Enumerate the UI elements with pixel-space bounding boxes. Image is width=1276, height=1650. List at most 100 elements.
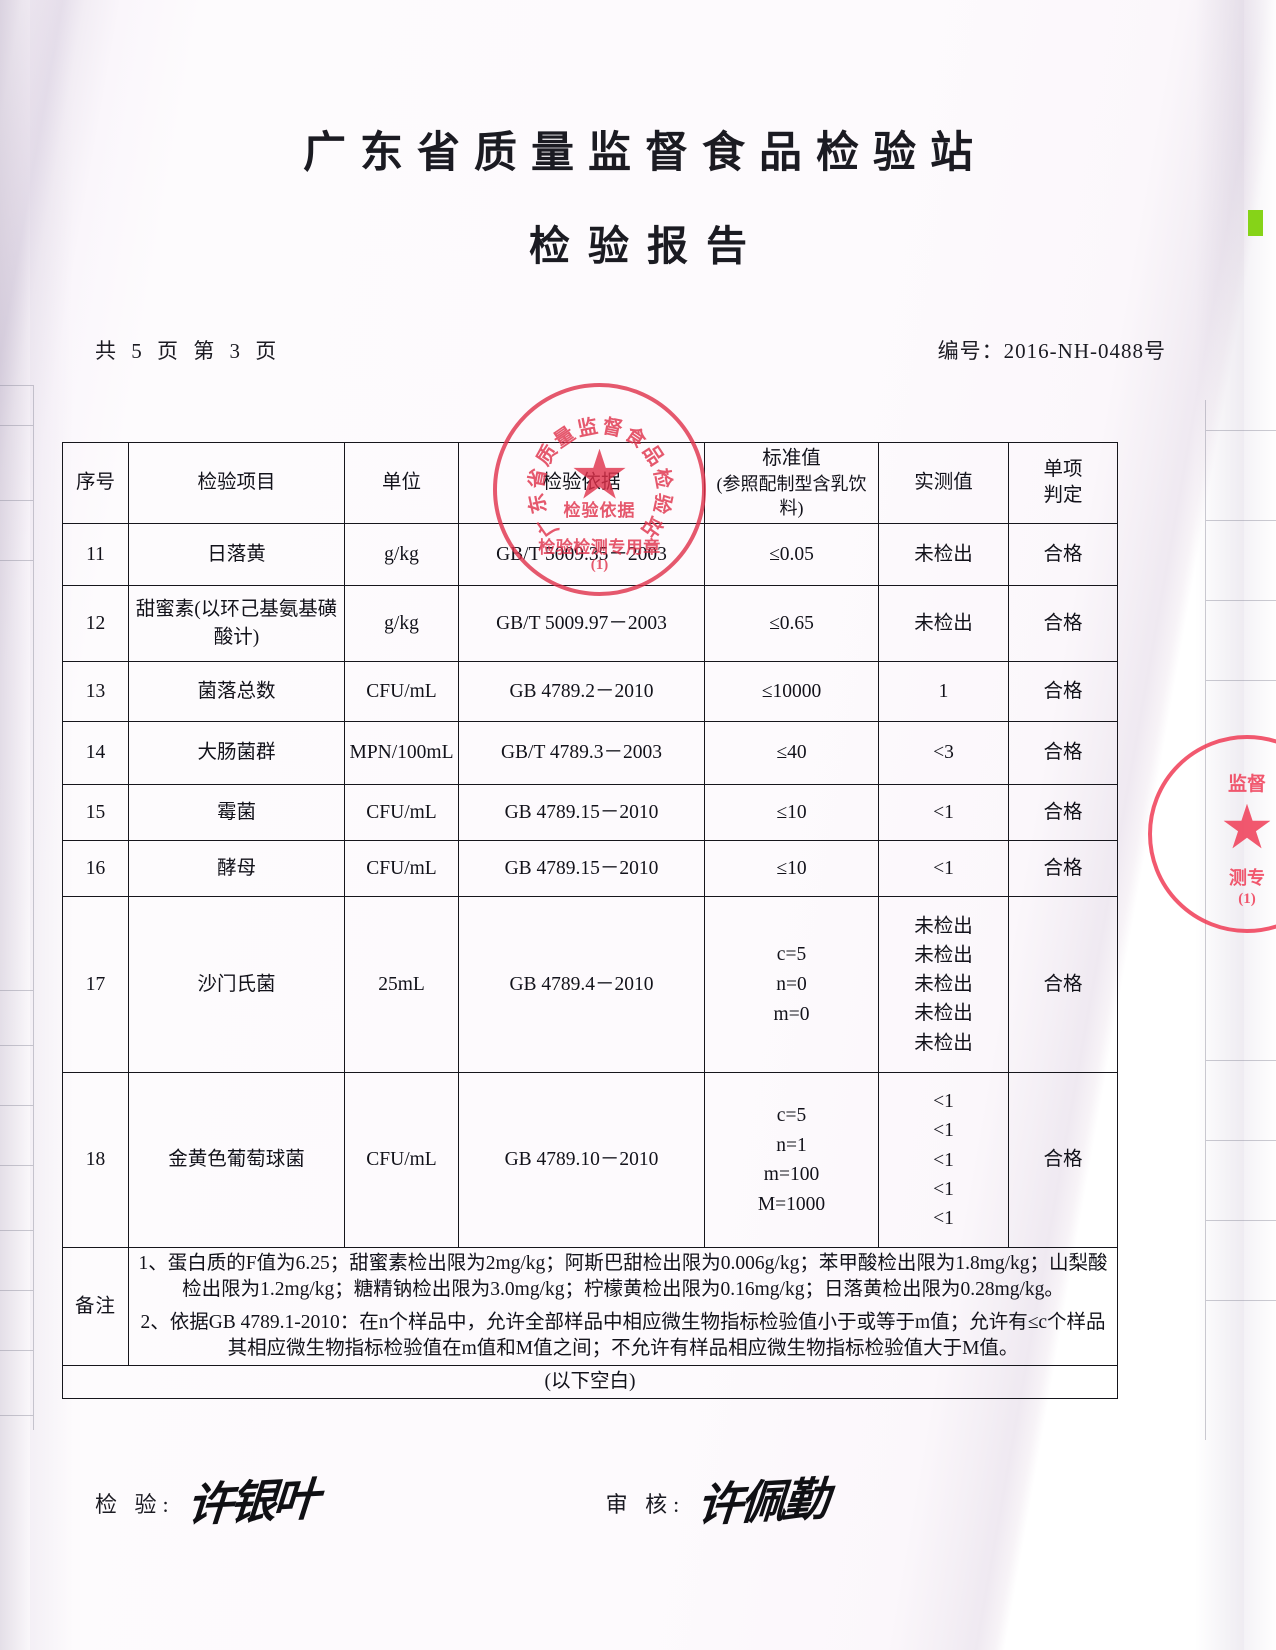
cell-basis: GB 4789.4－2010 bbox=[458, 896, 705, 1074]
cell-measured: <1 <1 <1 <1 <1 bbox=[878, 1072, 1009, 1249]
cell-basis: GB/T 5009.35－2003 bbox=[458, 523, 705, 587]
table-row: 14 大肠菌群 MPN/100mL GB/T 4789.3－2003 ≤40 <… bbox=[62, 721, 1118, 786]
table-row: 18 金黄色葡萄球菌 CFU/mL GB 4789.10－2010 c=5 n=… bbox=[62, 1072, 1118, 1249]
cell-standard: ≤0.65 bbox=[704, 585, 879, 663]
header-judgement-line2: 判定 bbox=[1043, 485, 1083, 507]
cell-judgement: 合格 bbox=[1008, 1072, 1118, 1249]
blank-notice: (以下空白) bbox=[62, 1364, 1118, 1399]
cell-judgement: 合格 bbox=[1008, 523, 1118, 587]
page-title: 检验报告 bbox=[529, 223, 765, 269]
cell-item: 金黄色葡萄球菌 bbox=[128, 1072, 345, 1249]
measured-line: <1 bbox=[933, 1149, 954, 1171]
cell-unit: CFU/mL bbox=[344, 784, 459, 842]
cell-unit: CFU/mL bbox=[344, 1072, 459, 1249]
cell-standard: ≤10000 bbox=[704, 661, 879, 723]
cell-unit: CFU/mL bbox=[344, 661, 459, 723]
reviewer-label: 审 核: bbox=[605, 1492, 686, 1518]
cell-standard: ≤10 bbox=[704, 840, 879, 898]
side-stamp-bottom-text: 测专 bbox=[1229, 868, 1265, 889]
cell-item: 菌落总数 bbox=[128, 661, 345, 723]
header-measured: 实测值 bbox=[878, 441, 1009, 525]
header-judgement: 单项 判定 bbox=[1008, 441, 1118, 525]
cell-basis: GB 4789.15－2010 bbox=[458, 840, 705, 898]
table-row: 12 甜蜜素(以环己基氨基磺酸计) g/kg GB/T 5009.97－2003… bbox=[62, 585, 1118, 663]
cell-no: 13 bbox=[62, 661, 129, 723]
inspector-signature-block: 检 验: 许银叶 bbox=[95, 1472, 318, 1533]
header-standard-line2: (参照配制型含乳饮料) bbox=[716, 474, 867, 519]
cell-standard: ≤10 bbox=[704, 784, 879, 842]
page-counter: 共 5 页 第 3 页 bbox=[95, 339, 282, 363]
cell-no: 11 bbox=[62, 523, 129, 587]
header-standard: 标准值 (参照配制型含乳饮料) bbox=[704, 441, 879, 525]
measured-line: 未检出 bbox=[914, 915, 973, 937]
secondary-stamp-partial: 监督 ★ 测专 (1) bbox=[1148, 735, 1276, 933]
standard-line: n=0 bbox=[776, 974, 807, 996]
measured-line: 未检出 bbox=[914, 944, 973, 966]
remark-row: 备注 1、蛋白质的F值为6.25；甜蜜素检出限为2mg/kg；阿斯巴甜检出限为0… bbox=[62, 1247, 1118, 1366]
remark-label: 备注 bbox=[62, 1247, 129, 1366]
side-stamp-star-icon: ★ bbox=[1222, 800, 1272, 857]
standard-line: c=5 bbox=[776, 1105, 807, 1127]
cell-item: 沙门氏菌 bbox=[128, 896, 345, 1074]
cell-no: 12 bbox=[62, 585, 129, 663]
standard-line: m=100 bbox=[763, 1164, 820, 1186]
remark-note-1: 1、蛋白质的F值为6.25；甜蜜素检出限为2mg/kg；阿斯巴甜检出限为0.00… bbox=[138, 1253, 1108, 1301]
institution-title: 广东省质量监督食品检验站 bbox=[303, 130, 987, 177]
measured-line: <1 bbox=[933, 1091, 954, 1113]
cell-measured: <1 bbox=[878, 784, 1009, 842]
cell-standard: ≤0.05 bbox=[704, 523, 879, 587]
report-meta: 共 5 页 第 3 页 编号：2016-NH-0488号 bbox=[95, 335, 1166, 365]
header-item: 检验项目 bbox=[128, 441, 345, 525]
standard-line: M=1000 bbox=[757, 1193, 826, 1215]
cell-judgement: 合格 bbox=[1008, 840, 1118, 898]
cell-basis: GB 4789.15－2010 bbox=[458, 784, 705, 842]
inspection-results-table: 序号 检验项目 单位 检验依据 标准值 (参照配制型含乳饮料) 实测值 单项 判… bbox=[62, 441, 1118, 1399]
cell-no: 15 bbox=[62, 784, 129, 842]
measured-line: <1 bbox=[933, 1120, 954, 1142]
cell-judgement: 合格 bbox=[1008, 721, 1118, 786]
cell-standard: ≤40 bbox=[704, 721, 879, 786]
cell-no: 17 bbox=[62, 896, 129, 1074]
cell-item: 霉菌 bbox=[128, 784, 345, 842]
cell-measured: 未检出 bbox=[878, 585, 1009, 663]
reviewer-signature-block: 审 核: 许佩勤 bbox=[605, 1472, 829, 1533]
cell-measured: 未检出 未检出 未检出 未检出 未检出 bbox=[878, 896, 1009, 1074]
table-row: 11 日落黄 g/kg GB/T 5009.35－2003 ≤0.05 未检出 … bbox=[62, 523, 1118, 587]
stamp-ring-char: 督 bbox=[599, 414, 624, 441]
cell-judgement: 合格 bbox=[1008, 896, 1118, 1074]
cell-standard: c=5 n=1 m=100 M=1000 bbox=[704, 1072, 879, 1249]
table-row: 13 菌落总数 CFU/mL GB 4789.2－2010 ≤10000 1 合… bbox=[62, 661, 1118, 723]
cell-item: 日落黄 bbox=[128, 523, 345, 587]
measured-line: 未检出 bbox=[914, 1003, 973, 1025]
cell-item: 大肠菌群 bbox=[128, 721, 345, 786]
report-number: 编号：2016-NH-0488号 bbox=[937, 339, 1166, 363]
header-standard-line1: 标准值 bbox=[762, 448, 821, 469]
cell-measured: <1 bbox=[878, 840, 1009, 898]
cell-item: 酵母 bbox=[128, 840, 345, 898]
header-unit: 单位 bbox=[344, 441, 459, 525]
table-row: 15 霉菌 CFU/mL GB 4789.15－2010 ≤10 <1 合格 bbox=[62, 784, 1118, 842]
measured-line: 未检出 bbox=[914, 1032, 973, 1054]
cell-judgement: 合格 bbox=[1008, 585, 1118, 663]
header-basis: 检验依据 bbox=[458, 441, 705, 525]
table-row: 16 酵母 CFU/mL GB 4789.15－2010 ≤10 <1 合格 bbox=[62, 840, 1118, 898]
cell-measured: 未检出 bbox=[878, 523, 1009, 587]
measured-line: <1 bbox=[933, 1178, 954, 1200]
cell-measured: <3 bbox=[878, 721, 1009, 786]
header-judgement-line1: 单项 bbox=[1043, 459, 1083, 481]
cell-unit: CFU/mL bbox=[344, 840, 459, 898]
table-row: 17 沙门氏菌 25mL GB 4789.4－2010 c=5 n=0 m=0 … bbox=[62, 896, 1118, 1074]
standard-line: c=5 bbox=[776, 944, 807, 966]
cell-judgement: 合格 bbox=[1008, 784, 1118, 842]
cell-judgement: 合格 bbox=[1008, 661, 1118, 723]
cell-unit: 25mL bbox=[344, 896, 459, 1074]
cell-basis: GB/T 5009.97－2003 bbox=[458, 585, 705, 663]
side-stamp-number: (1) bbox=[1238, 891, 1256, 907]
cell-basis: GB 4789.2－2010 bbox=[458, 661, 705, 723]
cell-measured: 1 bbox=[878, 661, 1009, 723]
table-header-row: 序号 检验项目 单位 检验依据 标准值 (参照配制型含乳饮料) 实测值 单项 判… bbox=[62, 441, 1118, 525]
inspector-signature: 许银叶 bbox=[184, 1471, 318, 1533]
remark-note-2: 2、依据GB 4789.1-2010：在n个样品中，允许全部样品中相应微生物指标… bbox=[140, 1311, 1106, 1359]
cell-unit: MPN/100mL bbox=[344, 721, 459, 786]
